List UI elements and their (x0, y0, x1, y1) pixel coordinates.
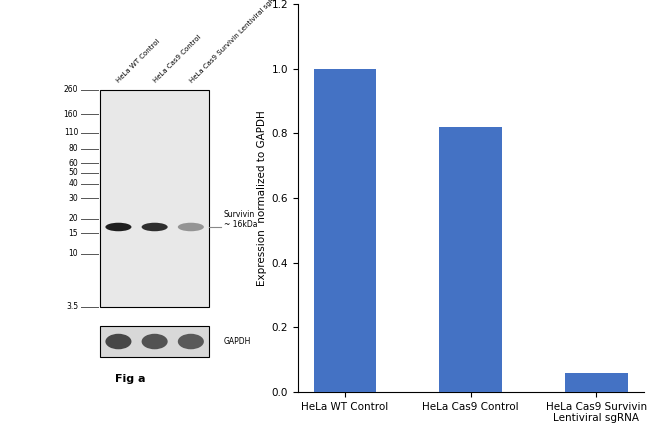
Ellipse shape (142, 334, 168, 349)
Text: 110: 110 (64, 128, 78, 138)
Text: 30: 30 (68, 194, 78, 203)
Text: 10: 10 (68, 249, 78, 258)
Ellipse shape (105, 334, 131, 349)
Text: 40: 40 (68, 179, 78, 188)
Text: Fig a: Fig a (114, 374, 145, 384)
Text: 3.5: 3.5 (66, 302, 78, 311)
Ellipse shape (105, 223, 131, 231)
Text: 20: 20 (68, 214, 78, 223)
Ellipse shape (178, 334, 204, 349)
Text: GAPDH: GAPDH (224, 337, 251, 346)
Text: HeLa Cas9 Control: HeLa Cas9 Control (152, 34, 202, 84)
Bar (313, 69, 376, 392)
Text: HeLa Cas9 Survivin Lentiviral sgRNA: HeLa Cas9 Survivin Lentiviral sgRNA (188, 0, 283, 84)
Text: 15: 15 (68, 229, 78, 238)
Text: HeLa WT Control: HeLa WT Control (116, 38, 162, 84)
Bar (439, 127, 502, 392)
Bar (100, 326, 209, 357)
Text: 60: 60 (68, 159, 78, 168)
Y-axis label: Expression  normalized to GAPDH: Expression normalized to GAPDH (257, 110, 267, 286)
Ellipse shape (178, 223, 204, 231)
Text: 260: 260 (64, 85, 78, 94)
Bar (565, 372, 628, 392)
Text: Survivin
~ 16kDa: Survivin ~ 16kDa (224, 210, 257, 229)
Text: 80: 80 (68, 144, 78, 153)
Bar (100, 89, 209, 307)
Ellipse shape (142, 223, 168, 231)
Text: 50: 50 (68, 168, 78, 177)
Text: 160: 160 (64, 109, 78, 118)
